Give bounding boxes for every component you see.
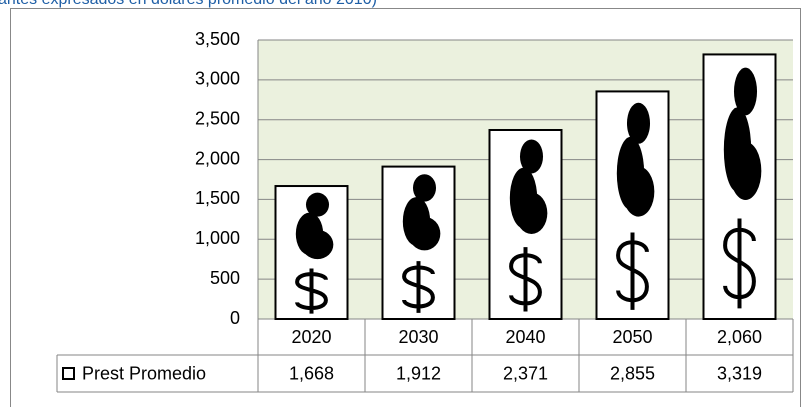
dollar-sign <box>402 261 435 313</box>
silhouette-head <box>412 174 437 202</box>
x-tick-label: 2030 <box>398 327 438 347</box>
value-label: 2,855 <box>610 363 655 383</box>
y-tick-label: 2,500 <box>195 108 240 128</box>
legend-label: Prest Promedio <box>82 363 206 383</box>
dollar-sign <box>295 268 328 314</box>
legend-key <box>62 367 75 380</box>
silhouette-head <box>733 67 758 116</box>
x-tick-label: 2020 <box>291 327 331 347</box>
silhouette-belly <box>622 166 655 217</box>
silhouette-belly <box>729 141 762 200</box>
dollar-sign <box>509 247 542 312</box>
y-tick-label: 500 <box>210 268 240 288</box>
y-tick-label: 1,000 <box>195 228 240 248</box>
silhouette-head <box>519 139 544 174</box>
value-label: 1,668 <box>289 363 334 383</box>
value-label: 3,319 <box>717 363 762 383</box>
y-tick-label: 0 <box>230 308 240 328</box>
dollar-sign <box>723 218 756 309</box>
silhouette-head <box>305 192 330 217</box>
silhouette-belly <box>301 229 334 260</box>
y-tick-label: 3,500 <box>195 29 240 49</box>
silhouette-belly <box>515 192 548 234</box>
silhouette-head <box>626 102 651 144</box>
value-label: 2,371 <box>503 363 548 383</box>
x-tick-label: 2040 <box>505 327 545 347</box>
y-tick-label: 3,000 <box>195 69 240 89</box>
y-tick-label: 1,500 <box>195 188 240 208</box>
y-tick-label: 2,000 <box>195 148 240 168</box>
silhouette-belly <box>408 216 441 251</box>
value-label: 1,912 <box>396 363 441 383</box>
x-tick-label: 2050 <box>612 327 652 347</box>
x-tick-label: 2,060 <box>717 327 762 347</box>
chart-subtitle: antes expresados en dólares promedio del… <box>0 0 377 8</box>
dollar-sign <box>616 232 649 310</box>
